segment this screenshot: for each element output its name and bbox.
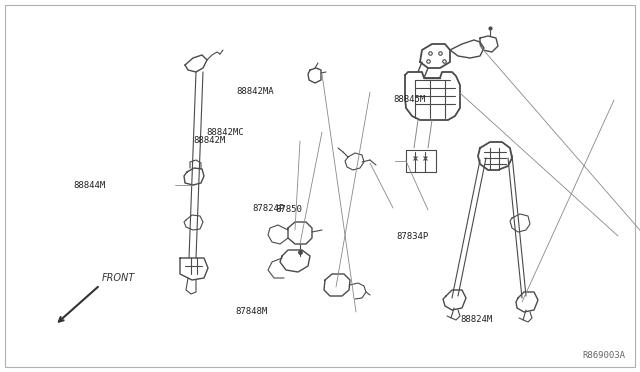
Text: 88824M: 88824M [461, 315, 493, 324]
Text: 88842MC: 88842MC [206, 128, 244, 137]
Text: 87850: 87850 [275, 205, 302, 214]
Text: 88844M: 88844M [74, 181, 106, 190]
Text: 88845M: 88845M [393, 95, 425, 104]
Text: 88842M: 88842M [193, 136, 225, 145]
Text: R869003A: R869003A [582, 351, 625, 360]
Text: 88842MA: 88842MA [237, 87, 275, 96]
Text: FRONT: FRONT [102, 273, 135, 283]
Text: 87848M: 87848M [236, 307, 268, 316]
Text: 87834P: 87834P [397, 232, 429, 241]
Text: 87824P: 87824P [253, 204, 285, 213]
